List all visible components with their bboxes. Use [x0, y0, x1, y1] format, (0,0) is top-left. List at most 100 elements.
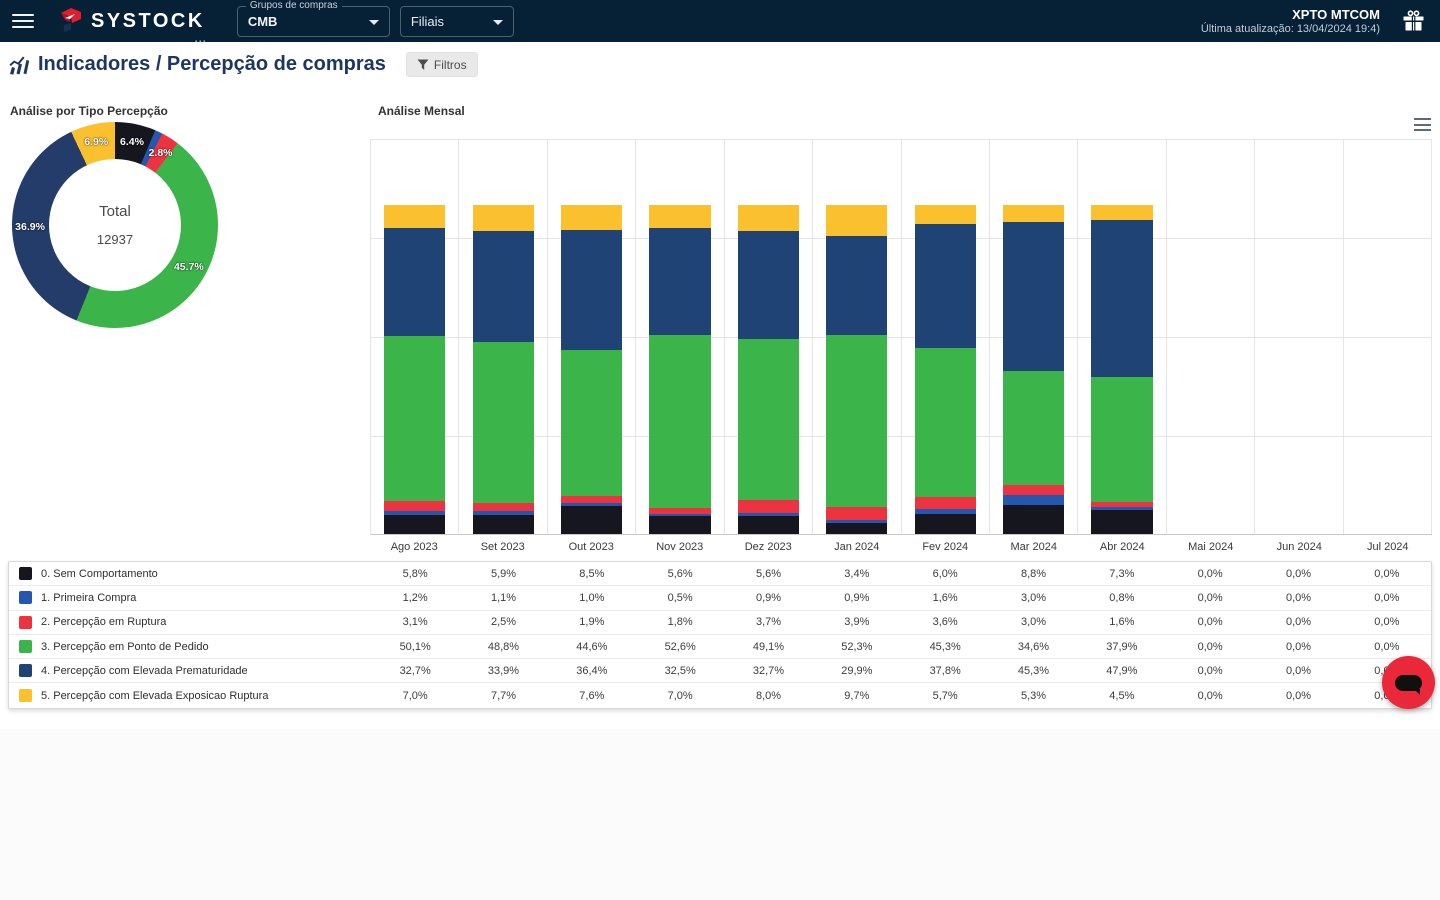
chat-bubble-icon: [1395, 675, 1422, 691]
table-cell: 32,7%: [724, 665, 812, 677]
x-axis-label: Dez 2023: [724, 541, 813, 553]
brand-name: SYSTOCK: [91, 10, 205, 33]
donut-total-value: 12937: [97, 232, 133, 247]
chart-column: [1167, 139, 1255, 534]
table-cell: 3,9%: [813, 616, 901, 628]
table-cell: 8,8%: [989, 568, 1077, 580]
donut-center: Total 12937: [49, 159, 181, 291]
legend-cell: 3. Percepção em Ponto de Pedido: [9, 640, 371, 653]
x-axis-label: Ago 2023: [370, 541, 459, 553]
table-cell: 36,4%: [548, 665, 636, 677]
filiais-dropdown[interactable]: Filiais: [400, 6, 514, 37]
table-cell: 7,3%: [1078, 568, 1166, 580]
table-cell: 45,3%: [901, 641, 989, 653]
x-axis-label: Jan 2024: [813, 541, 902, 553]
table-cell: 5,7%: [901, 690, 989, 702]
table-cell: 2,5%: [459, 616, 547, 628]
table-cell: 0,0%: [1166, 641, 1254, 653]
table-cell: 1,6%: [901, 592, 989, 604]
table-cell: 5,6%: [724, 568, 812, 580]
table-cell: 1,9%: [548, 616, 636, 628]
table-cell: 48,8%: [459, 641, 547, 653]
table-cell: 1,8%: [636, 616, 724, 628]
table-row: 3. Percepção em Ponto de Pedido50,1%48,8…: [9, 635, 1431, 659]
table-cell: 1,6%: [1078, 616, 1166, 628]
donut-chart[interactable]: Total 12937 6.4%2.8%45.7%36.9%6.9%: [12, 122, 218, 328]
table-cell: 52,6%: [636, 641, 724, 653]
donut-total-label: Total: [99, 203, 131, 220]
bar-segment: [738, 205, 799, 231]
table-cell: 37,8%: [901, 665, 989, 677]
table-row: 2. Percepção em Ruptura3,1%2,5%1,9%1,8%3…: [9, 611, 1431, 635]
stacked-bar: [1003, 205, 1064, 534]
table-cell: 0,0%: [1343, 641, 1431, 653]
table-cell: 0,0%: [1254, 641, 1342, 653]
bar-segment: [826, 523, 887, 534]
bar-segment: [561, 350, 622, 497]
bar-segment: [738, 500, 799, 512]
table-cell: 37,9%: [1078, 641, 1166, 653]
table-cell: 29,9%: [813, 665, 901, 677]
table-cell: 0,0%: [1166, 616, 1254, 628]
legend-cell: 1. Primeira Compra: [9, 591, 371, 604]
table-cell: 0,0%: [1254, 592, 1342, 604]
filters-button[interactable]: Filtros: [406, 52, 478, 77]
groups-dropdown[interactable]: Grupos de compras CMB: [237, 6, 390, 37]
table-cell: 8,5%: [548, 568, 636, 580]
chart-column: [459, 139, 547, 534]
table-cell: 8,0%: [724, 690, 812, 702]
legend-swatch: [19, 640, 32, 653]
table-cell: 3,0%: [989, 592, 1077, 604]
bar-segment: [738, 231, 799, 339]
bar-segment: [1003, 495, 1064, 505]
gift-button[interactable]: [1398, 6, 1428, 36]
x-axis-label: Jun 2024: [1255, 541, 1344, 553]
bar-segment: [915, 497, 976, 509]
x-axis-label: Set 2023: [459, 541, 548, 553]
table-cell: 7,6%: [548, 690, 636, 702]
page-title: Indicadores / Percepção de compras: [38, 53, 386, 76]
table-cell: 0,0%: [1343, 616, 1431, 628]
table-cell: 5,9%: [459, 568, 547, 580]
bar-segment: [649, 335, 710, 508]
brand-logo: SYSTOCK ...: [56, 6, 205, 36]
background-area: [0, 729, 1440, 900]
legend-label: 4. Percepção com Elevada Prematuridade: [41, 665, 248, 677]
legend-cell: 0. Sem Comportamento: [9, 567, 371, 580]
app-page: SYSTOCK ... Grupos de compras CMB Filiai…: [0, 0, 1440, 900]
chart-column: [1255, 139, 1343, 534]
brand-dots: ...: [195, 33, 207, 45]
bar-segment: [826, 507, 887, 520]
bar-segment: [473, 503, 534, 511]
groups-dropdown-value: CMB: [248, 14, 278, 29]
legend-label: 0. Sem Comportamento: [41, 568, 158, 580]
legend-swatch: [19, 567, 32, 580]
perception-data-table: 0. Sem Comportamento5,8%5,9%8,5%5,6%5,6%…: [8, 561, 1432, 709]
page-header: Indicadores / Percepção de compras Filtr…: [8, 52, 478, 77]
hamburger-menu-icon[interactable]: [12, 14, 34, 29]
table-cell: 7,0%: [371, 690, 459, 702]
filters-button-label: Filtros: [434, 58, 467, 72]
chart-column: [990, 139, 1078, 534]
bar-segment: [826, 335, 887, 507]
chevron-down-icon: [493, 20, 503, 25]
table-cell: 32,5%: [636, 665, 724, 677]
table-cell: 4,5%: [1078, 690, 1166, 702]
bar-segment: [1003, 205, 1064, 222]
donut-segment-label: 6.9%: [84, 136, 108, 148]
bar-segment: [561, 230, 622, 350]
monthly-stacked-bar-chart[interactable]: [370, 139, 1432, 535]
top-navbar: SYSTOCK ... Grupos de compras CMB Filiai…: [0, 0, 1440, 42]
x-axis-label: Mai 2024: [1167, 541, 1256, 553]
filiais-dropdown-value: Filiais: [411, 14, 444, 29]
table-cell: 9,7%: [813, 690, 901, 702]
bar-segment: [473, 231, 534, 343]
table-cell: 50,1%: [371, 641, 459, 653]
chart-menu-icon[interactable]: [1414, 118, 1431, 131]
account-name: XPTO MTCOM: [1201, 7, 1380, 22]
chat-fab-button[interactable]: [1382, 656, 1435, 709]
bar-segment: [1003, 222, 1064, 371]
stacked-bar: [826, 205, 887, 534]
table-cell: 33,9%: [459, 665, 547, 677]
table-row: 0. Sem Comportamento5,8%5,9%8,5%5,6%5,6%…: [9, 562, 1431, 586]
